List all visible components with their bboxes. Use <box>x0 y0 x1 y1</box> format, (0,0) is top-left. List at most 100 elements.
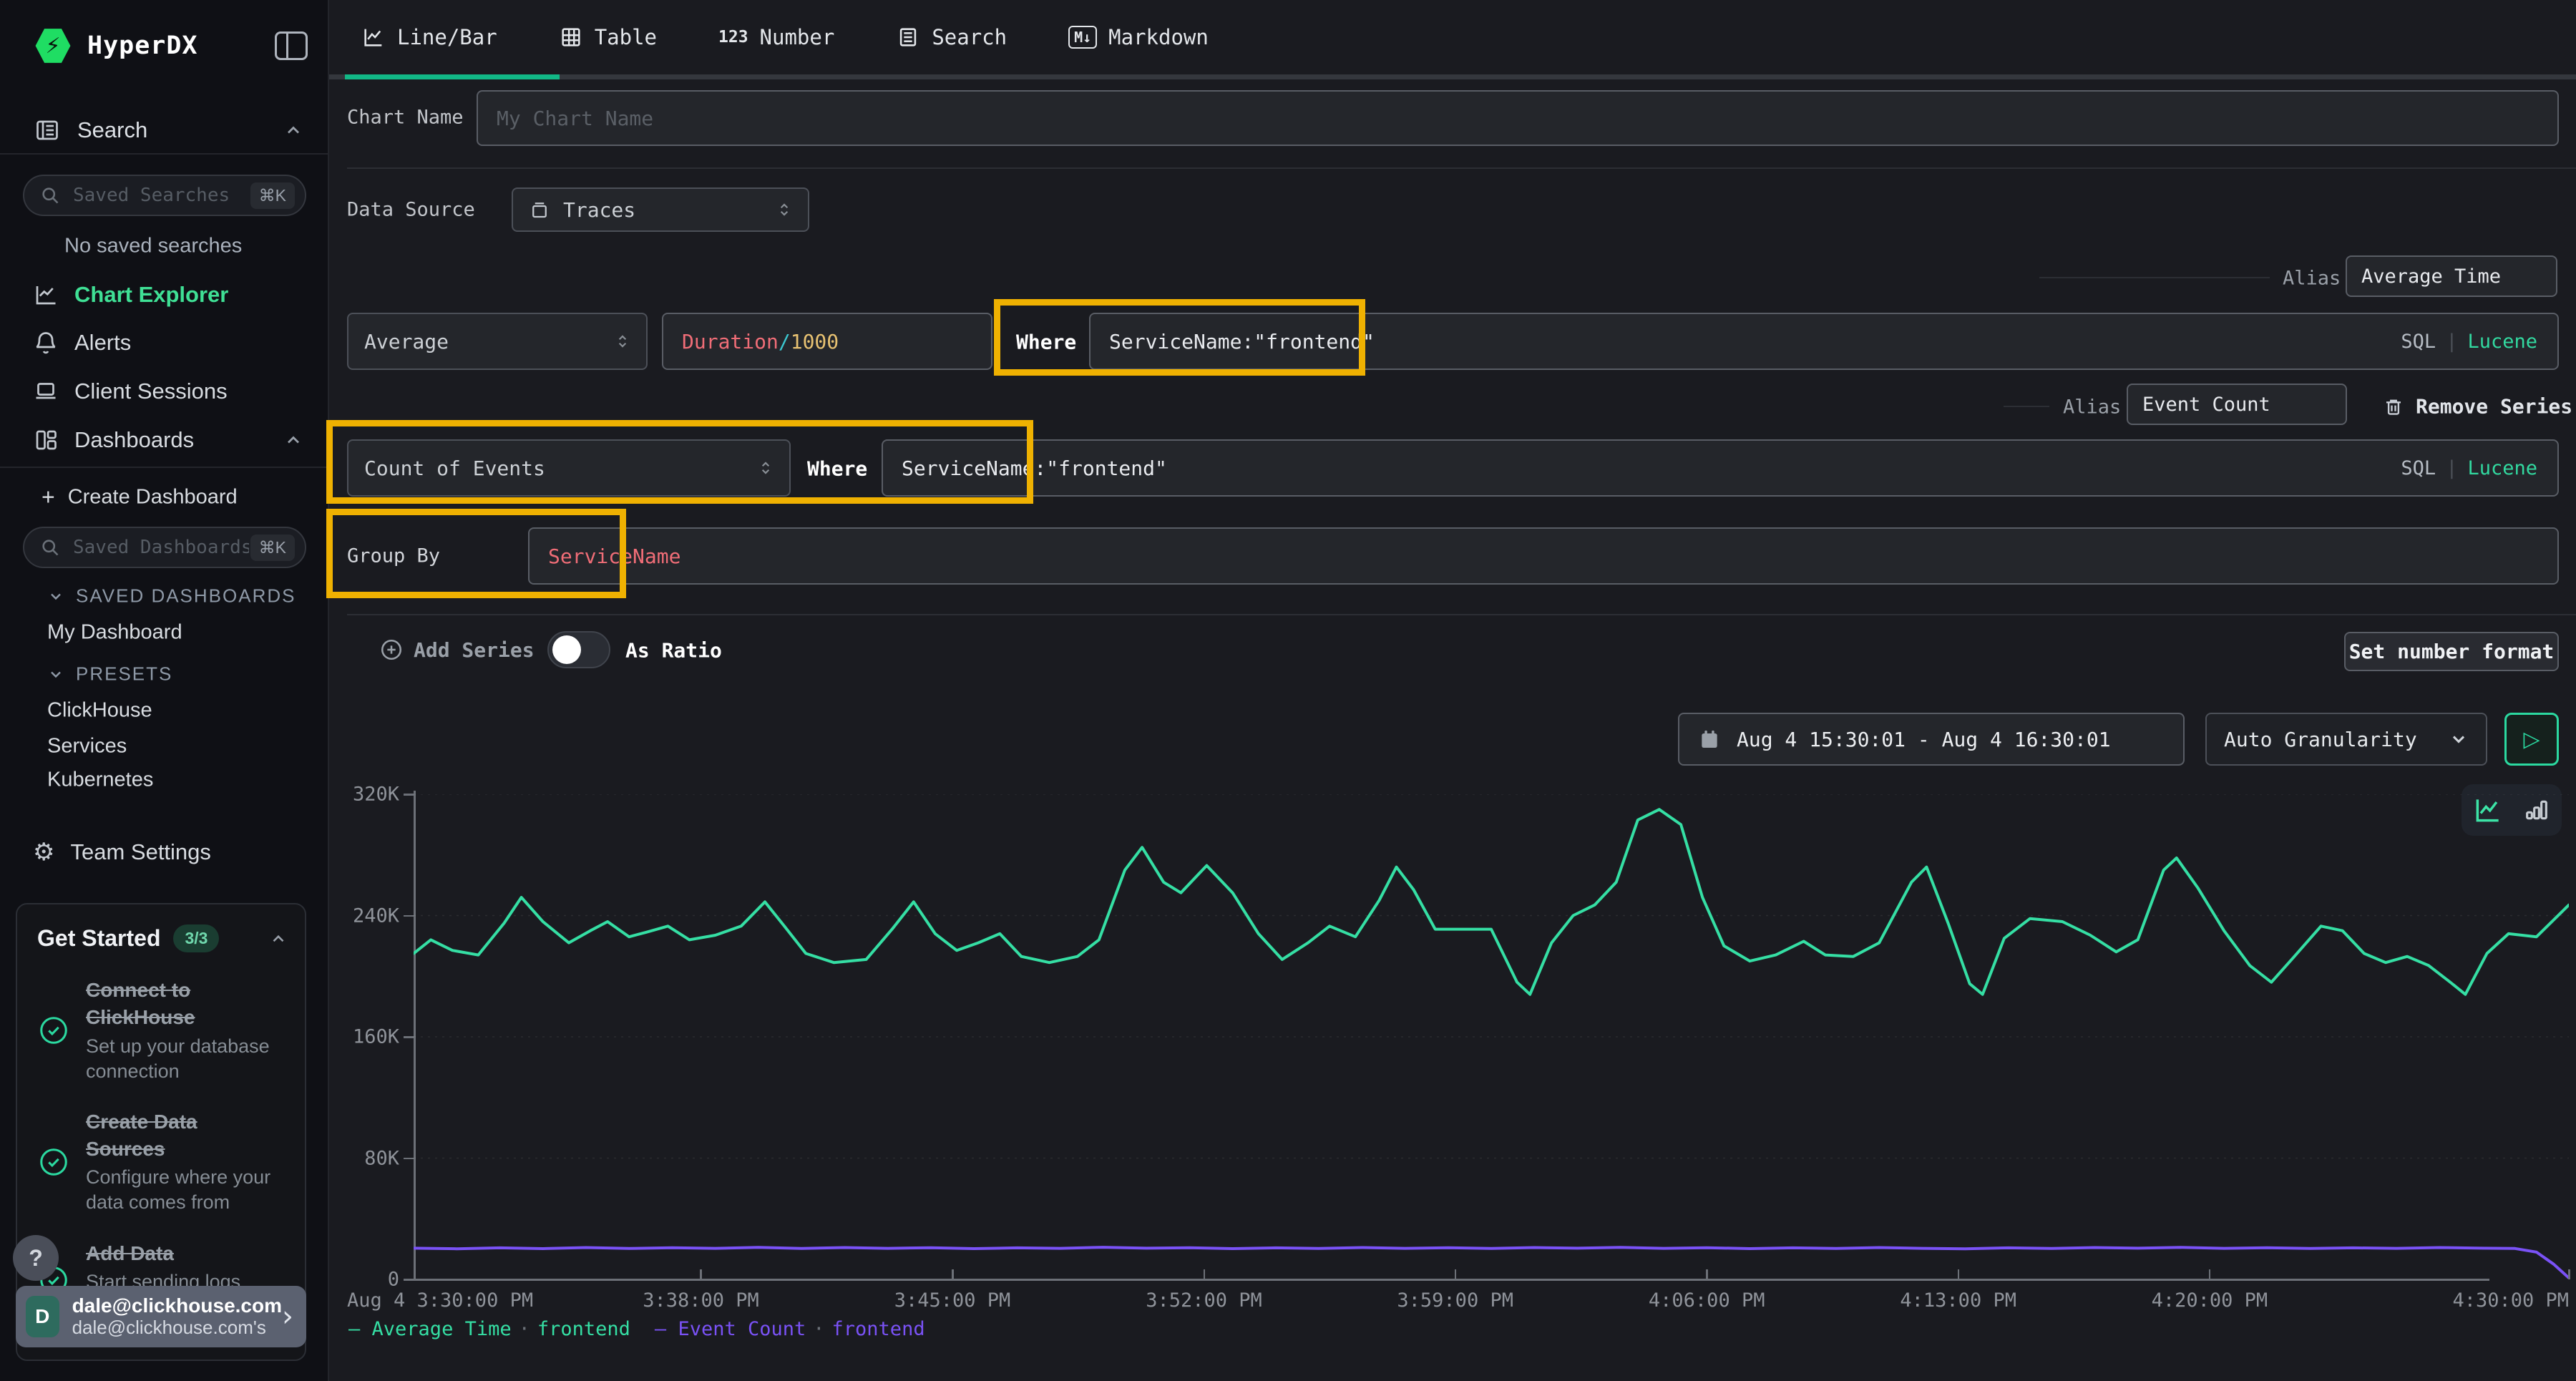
legend-series-name: Event Count <box>678 1318 806 1340</box>
chart-name-input[interactable] <box>477 90 2559 146</box>
plus-icon: + <box>42 484 55 510</box>
series-line-event-count <box>414 1246 2569 1279</box>
alias-input-1[interactable] <box>2346 255 2557 297</box>
y-axis-tick-label: 240K <box>352 904 399 927</box>
add-series-button[interactable]: Add Series <box>379 638 535 662</box>
timeseries-chart[interactable] <box>414 794 2569 1279</box>
chevron-up-icon[interactable] <box>283 120 303 140</box>
tab-table[interactable]: Table <box>559 25 657 49</box>
avatar: D <box>26 1296 59 1337</box>
dashboards-grid-icon <box>33 427 59 453</box>
tab-markdown[interactable]: M↓ Markdown <box>1068 25 1209 49</box>
check-circle-icon <box>37 1108 70 1216</box>
sidebar-item-team-settings[interactable]: ⚙ Team Settings <box>0 838 329 867</box>
get-started-card: Get Started 3/3 Connect to ClickHouse Se… <box>16 903 306 1361</box>
group-by-label: Group By <box>347 545 441 567</box>
data-source-select[interactable]: Traces <box>512 187 809 232</box>
chevron-up-icon[interactable] <box>283 430 303 450</box>
legend-item[interactable]: — Event Count · frontend <box>655 1318 925 1340</box>
query-language-switch-2[interactable]: SQL | Lucene <box>2401 457 2537 479</box>
sidebar-item-my-dashboard[interactable]: My Dashboard <box>47 620 182 644</box>
get-started-title: Get Started <box>37 925 161 951</box>
saved-dashboards-field[interactable] <box>72 536 250 559</box>
check-circle-icon <box>37 977 70 1084</box>
where-input-2[interactable]: SQL|Lucene <box>882 439 2559 497</box>
y-axis-tick-label: 0 <box>387 1268 399 1291</box>
sidebar-item-services[interactable]: Services <box>47 734 127 758</box>
tab-search[interactable]: Search <box>896 25 1007 49</box>
date-range-input[interactable]: Aug 4 15:30:01 - Aug 4 16:30:01 <box>1678 713 2185 766</box>
tab-number[interactable]: 123 Number <box>718 25 835 49</box>
user-menu[interactable]: D dale@clickhouse.com dale@clickhouse.co… <box>16 1286 306 1347</box>
number-123-icon: 123 <box>718 28 748 47</box>
y-axis-tick-label: 320K <box>352 783 399 806</box>
client-sessions-label: Client Sessions <box>74 379 228 404</box>
sidebar-section-search[interactable]: Search <box>0 117 329 143</box>
sidebar-item-clickhouse[interactable]: ClickHouse <box>47 698 152 722</box>
get-started-step-sources[interactable]: Create Data Sources Configure where your… <box>37 1108 288 1216</box>
chart-name-label: Chart Name <box>347 106 464 129</box>
dashboards-label: Dashboards <box>74 427 195 452</box>
search-icon <box>40 537 60 557</box>
field-expression-input-1[interactable]: Duration/1000 <box>662 313 992 370</box>
database-icon <box>529 199 550 220</box>
query-language-switch-1[interactable]: SQL | Lucene <box>2401 330 2537 353</box>
legend-swatch: — <box>654 1318 667 1340</box>
group-by-input[interactable]: ServiceName <box>528 527 2559 585</box>
x-axis-tick-label: 4:30:00 PM <box>2452 1289 2569 1312</box>
presets-group-header[interactable]: PRESETS <box>0 663 329 685</box>
create-dashboard-label: Create Dashboard <box>67 485 238 509</box>
run-query-button[interactable]: ▷ <box>2504 713 2559 766</box>
plus-circle-icon <box>379 638 404 662</box>
select-chevrons-icon <box>756 459 775 477</box>
chevron-right-icon: › <box>282 1300 293 1333</box>
date-range-text: Aug 4 15:30:01 - Aug 4 16:30:01 <box>1737 727 2111 751</box>
chart-explorer-label: Chart Explorer <box>74 282 229 307</box>
as-ratio-toggle[interactable] <box>547 631 610 668</box>
saved-searches-field[interactable] <box>72 184 250 207</box>
saved-dashboards-input[interactable]: ⌘K <box>23 527 306 568</box>
get-started-step-connect[interactable]: Connect to ClickHouse Set up your databa… <box>37 977 288 1084</box>
legend-item[interactable]: — Average Time · frontend <box>348 1318 630 1340</box>
aggregation-select-2[interactable]: Count of Events <box>347 439 791 497</box>
remove-series-button[interactable]: Remove Series <box>2383 395 2572 419</box>
shortcut-badge: ⌘K <box>250 182 295 209</box>
chart-type-toggle[interactable] <box>2462 784 2562 836</box>
sidebar-search-label: Search <box>77 117 148 142</box>
tab-line-bar[interactable]: Line/Bar <box>361 25 497 49</box>
legend-series-group: frontend <box>831 1318 925 1340</box>
sidebar-item-alerts[interactable]: Alerts <box>0 330 329 356</box>
alias-input-2[interactable] <box>2127 384 2347 425</box>
granularity-select[interactable]: Auto Granularity <box>2205 713 2487 766</box>
presets-group-label: PRESETS <box>76 663 173 685</box>
chevron-down-icon <box>47 587 64 605</box>
tabbar: Line/Bar Table 123 Number Search M↓ Ma <box>361 0 1209 74</box>
hyperdx-logo-icon: ⚡ <box>35 29 71 63</box>
line-chart-icon <box>361 25 386 49</box>
select-chevrons-icon <box>775 200 794 219</box>
sidebar-collapse-icon[interactable] <box>275 31 308 60</box>
saved-searches-input[interactable]: ⌘K <box>23 175 306 216</box>
create-dashboard-button[interactable]: + Create Dashboard <box>0 484 329 511</box>
saved-dashboards-group-header[interactable]: SAVED DASHBOARDS <box>0 585 329 607</box>
help-button[interactable]: ? <box>13 1235 59 1281</box>
sidebar-item-client-sessions[interactable]: Client Sessions <box>0 379 329 404</box>
x-axis-tick-label: 4:06:00 PM <box>1648 1289 1765 1312</box>
user-team: dale@clickhouse.com's <box>72 1317 266 1339</box>
where-input-1[interactable]: SQL|Lucene <box>1089 313 2559 370</box>
active-tab-underline <box>345 74 560 79</box>
data-source-label: Data Source <box>347 198 475 221</box>
get-started-progress-badge: 3/3 <box>173 924 220 952</box>
sidebar-item-kubernetes[interactable]: Kubernetes <box>47 768 154 791</box>
chevron-up-icon[interactable] <box>269 929 288 948</box>
alias-label-2: Alias <box>2063 396 2122 419</box>
chevron-down-icon <box>47 665 64 683</box>
x-axis-tick-label: 3:45:00 PM <box>894 1289 1011 1312</box>
set-number-format-button[interactable]: Set number format <box>2344 632 2559 671</box>
aggregation-select-1[interactable]: Average <box>347 313 648 370</box>
calendar-icon <box>1698 728 1721 751</box>
shortcut-badge: ⌘K <box>250 534 295 561</box>
sidebar-section-dashboards[interactable]: Dashboards <box>0 427 329 453</box>
y-axis-line <box>414 791 416 1281</box>
sidebar-item-chart-explorer[interactable]: Chart Explorer <box>0 282 329 308</box>
